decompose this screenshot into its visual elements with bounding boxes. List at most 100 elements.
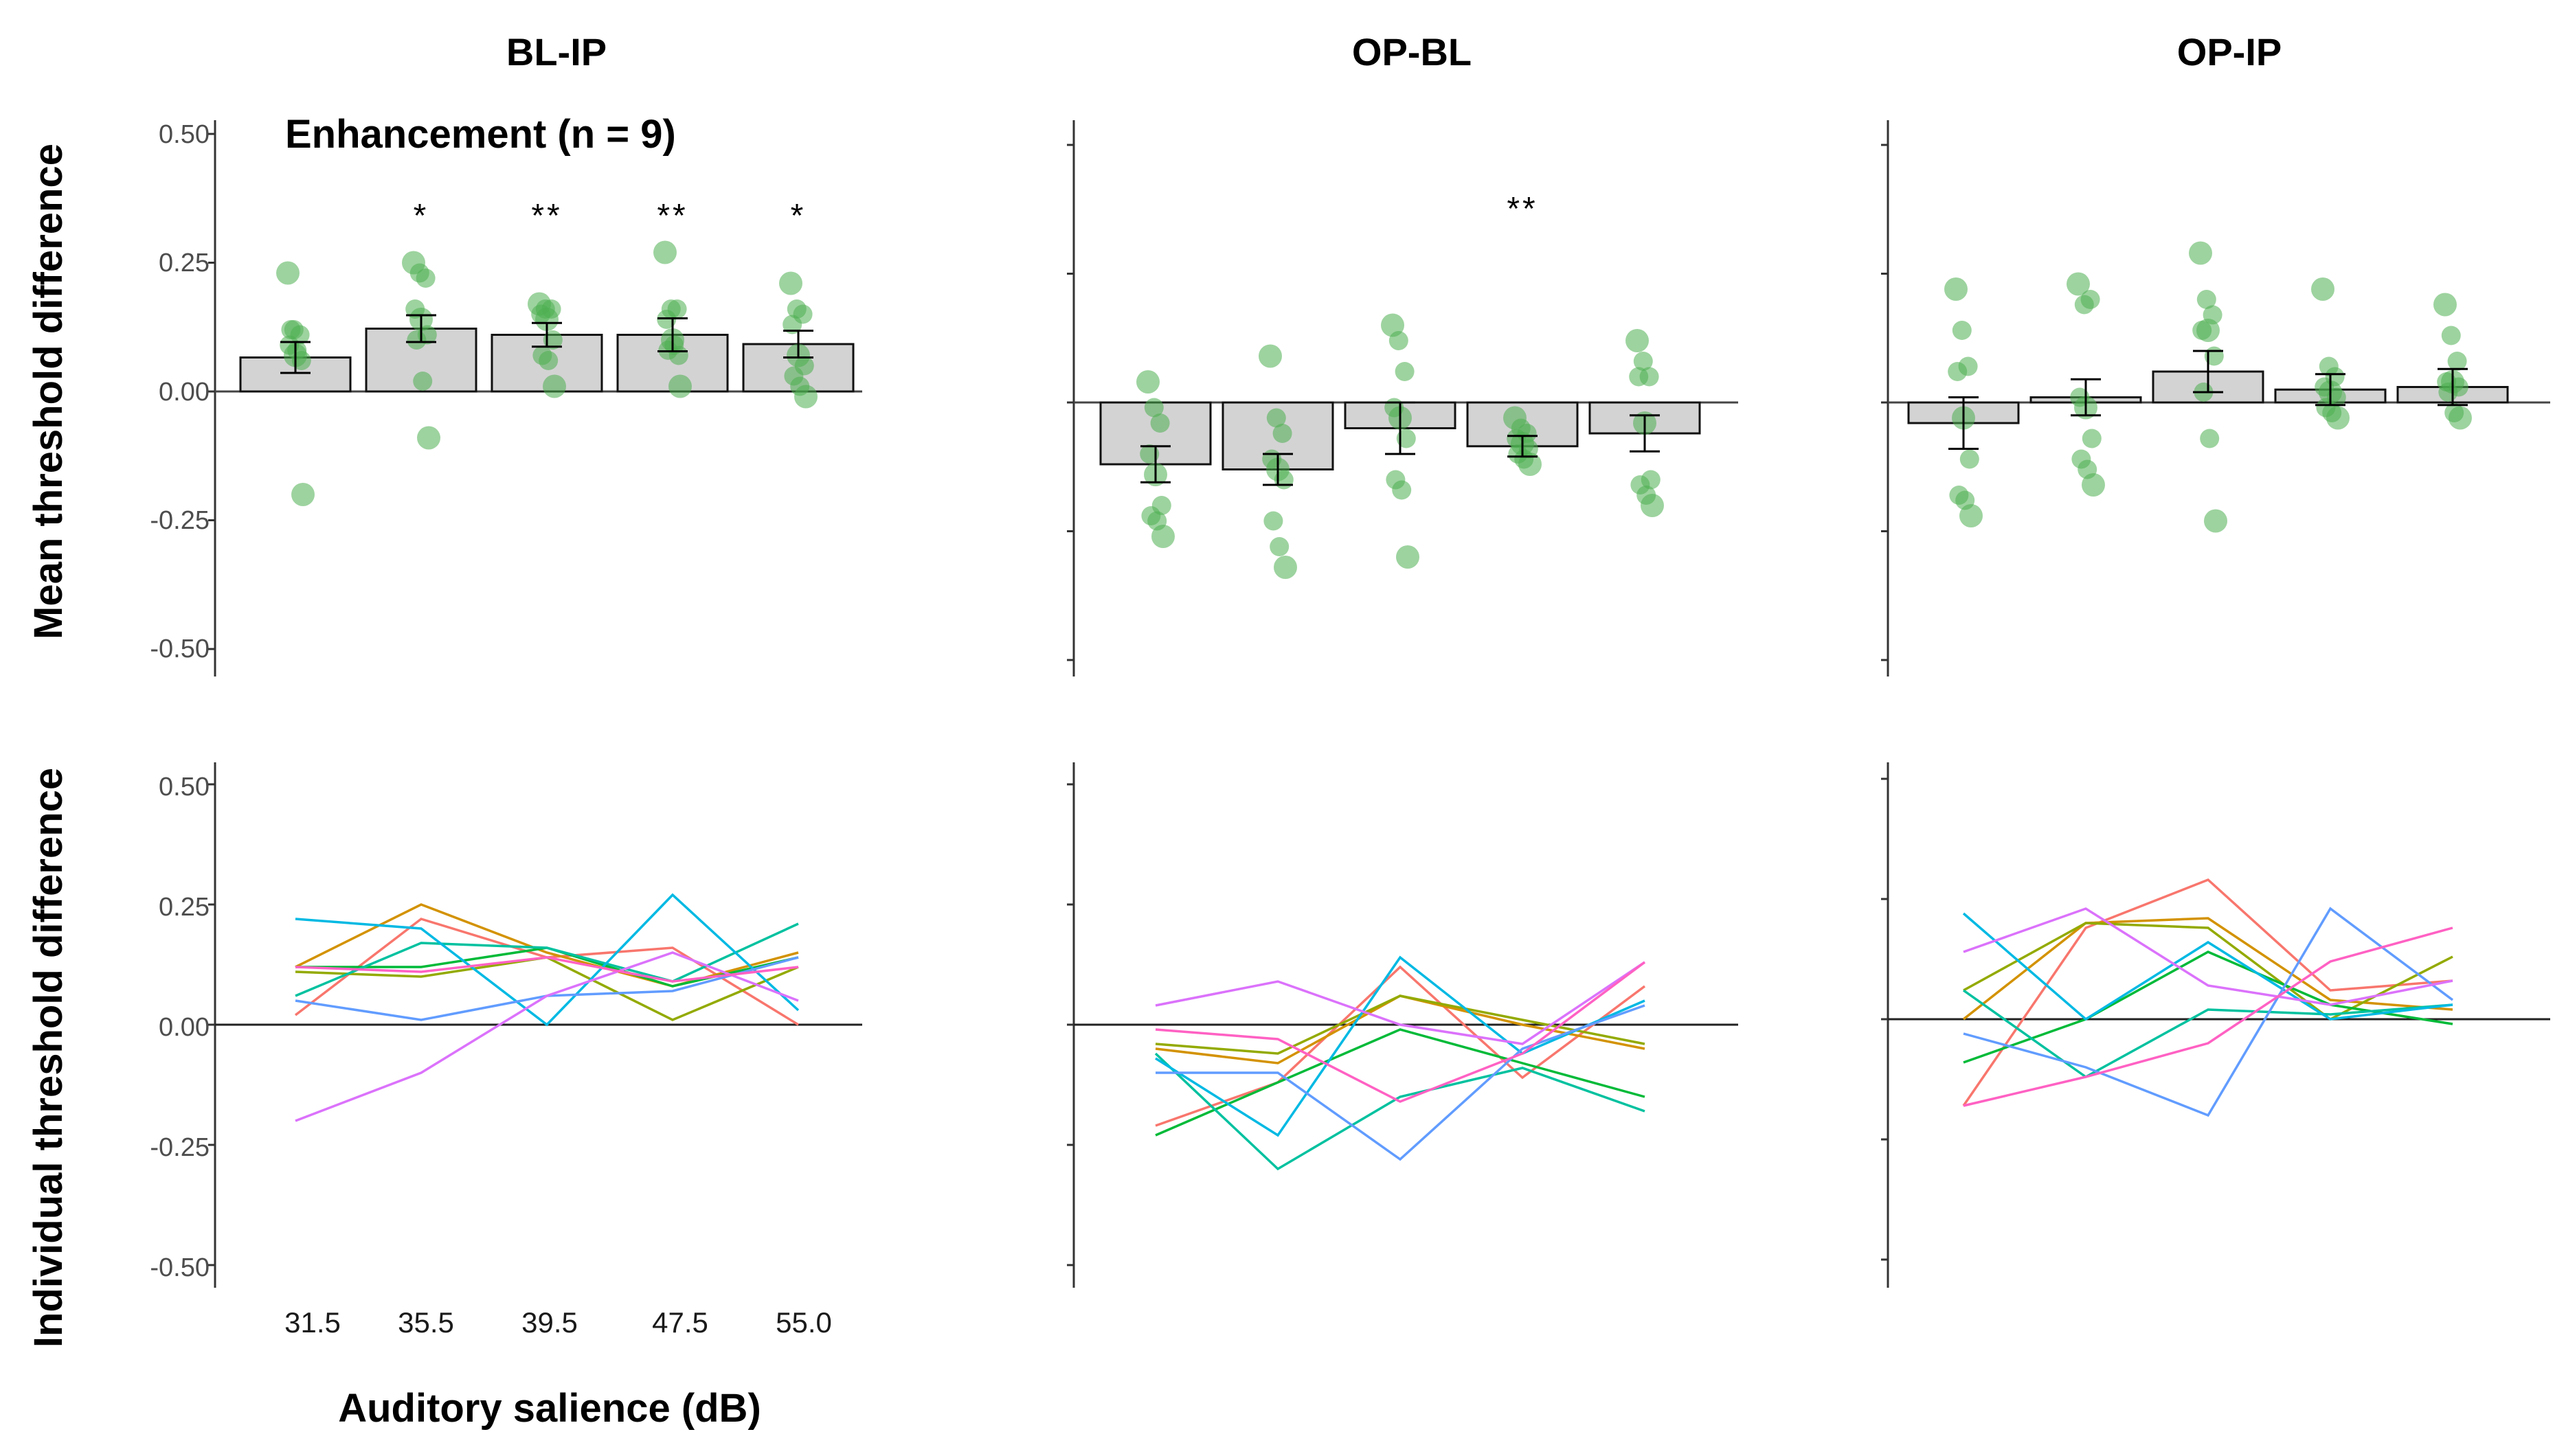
y-tick-label: 0.50 [159, 120, 210, 149]
x-tick-labels: 31.5 35.5 39.5 47.5 55.0 [284, 1306, 832, 1339]
data-point [1259, 344, 1282, 368]
data-point [2080, 290, 2100, 309]
panel-title-op-bl: OP-BL [1352, 30, 1472, 73]
data-point [413, 372, 433, 391]
data-point [1270, 537, 1290, 556]
data-point [539, 351, 559, 370]
x-tick-label: 55.0 [776, 1306, 832, 1339]
x-tick-label: 31.5 [284, 1306, 341, 1339]
individual-line [1154, 1052, 1645, 1171]
significance-label: ** [531, 198, 562, 234]
data-point [416, 269, 436, 288]
y-tick-label: -0.50 [150, 635, 210, 663]
data-point [664, 335, 684, 355]
data-point [1948, 362, 1968, 381]
data-point [417, 426, 440, 450]
data-point [2447, 352, 2467, 371]
x-tick-label: 39.5 [521, 1306, 578, 1339]
data-point [2189, 241, 2212, 265]
data-point [2067, 272, 2090, 296]
data-point [2196, 290, 2216, 309]
individual-line [1155, 994, 1645, 1055]
individual-line [1962, 878, 2453, 1106]
individual-line [1155, 1028, 1645, 1137]
individual-line [295, 956, 799, 983]
data-point [407, 330, 427, 350]
data-point [2449, 406, 2472, 430]
data-point [1959, 449, 1979, 469]
panel-title-bl-ip: BL-IP [506, 30, 607, 73]
data-point [1641, 494, 1664, 517]
data-point [2200, 429, 2220, 448]
y-tick-label: 0.25 [159, 893, 210, 922]
individual-line [1963, 926, 2453, 1107]
individual-line [1155, 961, 1645, 1045]
data-point [1150, 413, 1170, 433]
significance-label: * [414, 198, 429, 234]
y-tick-label: 0.50 [159, 773, 210, 801]
data-point [1272, 424, 1292, 443]
data-point [1274, 556, 1297, 579]
individual-line [1155, 955, 1645, 1137]
data-point [1395, 362, 1415, 381]
data-point [291, 483, 315, 506]
y-axis-title-bottom: Individual threshold difference [26, 768, 71, 1347]
data-point [2433, 293, 2457, 317]
y-tick-labels-bottom: 0.50 0.25 0.00 -0.25 -0.50 [150, 773, 210, 1282]
data-point [1392, 480, 1412, 500]
data-point [543, 374, 566, 398]
individual-line [1155, 965, 1646, 1127]
data-point [1633, 352, 1653, 371]
data-point [276, 261, 300, 285]
significance-label: ** [1507, 191, 1538, 227]
data-point [2326, 406, 2350, 430]
data-point [2204, 509, 2227, 533]
data-point [1151, 525, 1175, 548]
data-point [287, 341, 307, 360]
x-axis-title: Auditory salience (dB) [338, 1386, 761, 1431]
data-point [1629, 367, 1649, 387]
data-point [2311, 277, 2334, 301]
y-tick-label: -0.25 [150, 506, 210, 535]
y-axis-title-top: Mean threshold difference [26, 144, 71, 639]
individual-line [1962, 989, 2453, 1079]
individual-line [1962, 912, 2453, 1021]
data-point [281, 320, 301, 339]
individual-line [1155, 961, 1646, 1103]
y-tick-label: -0.50 [150, 1253, 210, 1282]
data-point [1518, 453, 1542, 476]
data-point [668, 374, 692, 398]
data-point [2082, 473, 2105, 497]
data-point [2438, 383, 2458, 402]
y-tick-label: 0.00 [159, 1013, 210, 1042]
y-tick-label: 0.25 [159, 249, 210, 277]
data-point [794, 385, 818, 409]
significance-label: * [791, 198, 807, 234]
data-point [2196, 319, 2220, 342]
data-point [1381, 313, 1404, 337]
data-point [1263, 511, 1283, 531]
data-point [2441, 326, 2461, 345]
y-tick-label: 0.00 [159, 378, 210, 407]
individual-line [1962, 917, 2453, 1021]
individual-line [1156, 1004, 1645, 1161]
x-tick-label: 47.5 [652, 1306, 708, 1339]
data-point [1144, 398, 1164, 418]
data-point [1396, 429, 1416, 448]
x-tick-label: 35.5 [398, 1306, 454, 1339]
chart-subtitle: Enhancement (n = 9) [285, 112, 676, 157]
individual-line [1963, 922, 2453, 1021]
data-point [779, 271, 802, 295]
data-point [1625, 329, 1649, 352]
individual-line [1963, 907, 2453, 1006]
data-point [1959, 504, 1983, 527]
individual-line [1963, 951, 2453, 1064]
data-point [543, 330, 563, 350]
data-point [1388, 331, 1408, 350]
y-tick-labels-top: 0.50 0.25 0.00 -0.25 -0.50 [150, 120, 210, 663]
data-point [1136, 370, 1160, 394]
significance-label: ** [657, 198, 688, 234]
y-tick-label: -0.25 [150, 1133, 210, 1162]
individual-line [295, 893, 800, 1027]
